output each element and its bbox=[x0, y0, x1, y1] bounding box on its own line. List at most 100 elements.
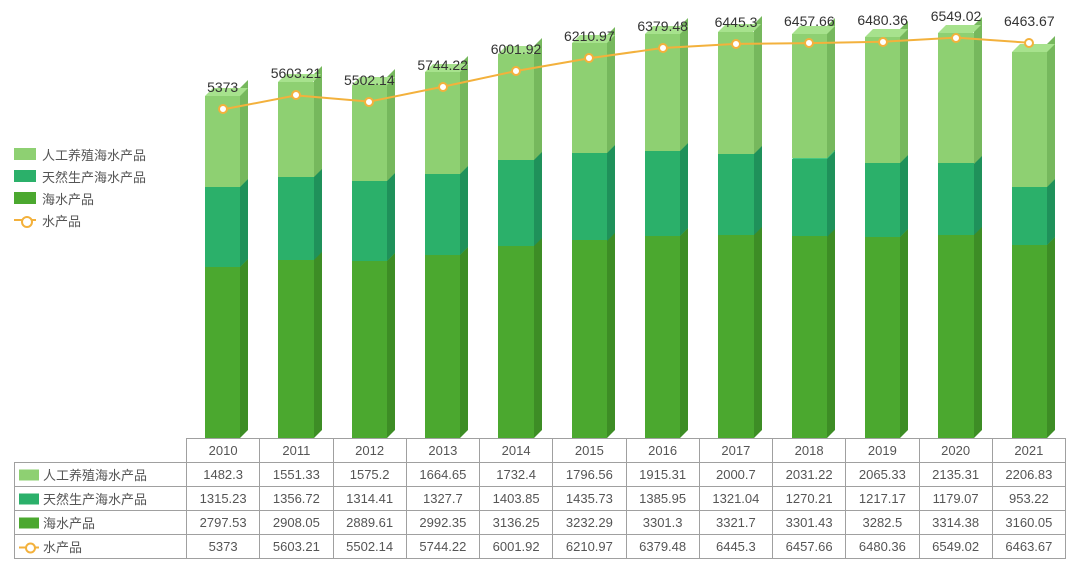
line-marker bbox=[511, 66, 521, 76]
line-marker bbox=[804, 38, 814, 48]
table-cell: 2889.61 bbox=[333, 511, 406, 535]
line-marker bbox=[1024, 38, 1034, 48]
table-cell: 1403.85 bbox=[480, 487, 553, 511]
table-cell: 2135.31 bbox=[919, 463, 992, 487]
legend-line-swatch bbox=[14, 214, 36, 226]
table-row: 海水产品2797.532908.052889.612992.353136.253… bbox=[15, 511, 1066, 535]
table-row: 天然生产海水产品1315.231356.721314.411327.71403.… bbox=[15, 487, 1066, 511]
legend-label: 海水产品 bbox=[42, 189, 94, 208]
table-cell: 3136.25 bbox=[480, 511, 553, 535]
table-cell: 2031.22 bbox=[773, 463, 846, 487]
table-cell: 1179.07 bbox=[919, 487, 992, 511]
legend-swatch bbox=[14, 170, 36, 182]
legend: 人工养殖海水产品 天然生产海水产品 海水产品 水产品 bbox=[14, 145, 146, 233]
line-marker bbox=[951, 33, 961, 43]
table-year-header: 2010 bbox=[187, 439, 260, 463]
table-cell: 3314.38 bbox=[919, 511, 992, 535]
table-cell: 5603.21 bbox=[260, 535, 333, 559]
legend-item: 天然生产海水产品 bbox=[14, 167, 146, 185]
line-marker bbox=[364, 97, 374, 107]
line-marker bbox=[438, 82, 448, 92]
legend-item: 海水产品 bbox=[14, 189, 146, 207]
legend-swatch bbox=[14, 148, 36, 160]
table-cell: 1385.95 bbox=[626, 487, 699, 511]
table-year-header: 2016 bbox=[626, 439, 699, 463]
table-cell: 3160.05 bbox=[992, 511, 1065, 535]
table-cell: 1796.56 bbox=[553, 463, 626, 487]
table-row-header: 天然生产海水产品 bbox=[15, 487, 187, 511]
line-marker bbox=[878, 37, 888, 47]
table-year-header: 2018 bbox=[773, 439, 846, 463]
table-cell: 1664.65 bbox=[406, 463, 479, 487]
line-marker bbox=[731, 39, 741, 49]
table-cell: 3321.7 bbox=[699, 511, 772, 535]
line-marker bbox=[218, 104, 228, 114]
table-row: 人工养殖海水产品1482.31551.331575.21664.651732.4… bbox=[15, 463, 1066, 487]
table-cell: 6210.97 bbox=[553, 535, 626, 559]
table-row-header: 人工养殖海水产品 bbox=[15, 463, 187, 487]
table-year-header: 2020 bbox=[919, 439, 992, 463]
table-cell: 2206.83 bbox=[992, 463, 1065, 487]
data-label: 5603.21 bbox=[271, 65, 322, 81]
table-cell: 6549.02 bbox=[919, 535, 992, 559]
table-cell: 2000.7 bbox=[699, 463, 772, 487]
table-cell: 5744.22 bbox=[406, 535, 479, 559]
table-cell: 3282.5 bbox=[846, 511, 919, 535]
table-cell: 1435.73 bbox=[553, 487, 626, 511]
legend-item: 人工养殖海水产品 bbox=[14, 145, 146, 163]
data-label: 6463.67 bbox=[1004, 13, 1055, 29]
legend-item: 水产品 bbox=[14, 211, 146, 229]
legend-label: 水产品 bbox=[42, 211, 81, 230]
table-cell: 3301.3 bbox=[626, 511, 699, 535]
table-year-header: 2017 bbox=[699, 439, 772, 463]
line-marker bbox=[584, 53, 594, 63]
table-year-header: 2011 bbox=[260, 439, 333, 463]
table-row: 水产品53735603.215502.145744.226001.926210.… bbox=[15, 535, 1066, 559]
data-label: 6457.66 bbox=[784, 13, 835, 29]
table-cell: 6463.67 bbox=[992, 535, 1065, 559]
table-cell: 6379.48 bbox=[626, 535, 699, 559]
line-marker bbox=[658, 43, 668, 53]
legend-label: 人工养殖海水产品 bbox=[42, 145, 146, 164]
table-cell: 1270.21 bbox=[773, 487, 846, 511]
legend-swatch bbox=[14, 192, 36, 204]
table-cell: 1915.31 bbox=[626, 463, 699, 487]
table-cell: 6445.3 bbox=[699, 535, 772, 559]
chart-plot-area: 53735603.215502.145744.226001.926210.976… bbox=[186, 10, 1066, 438]
table-cell: 6480.36 bbox=[846, 535, 919, 559]
data-label: 6001.92 bbox=[491, 41, 542, 57]
table-cell: 1482.3 bbox=[187, 463, 260, 487]
table-cell: 2992.35 bbox=[406, 511, 479, 535]
data-table: 2010201120122013201420152016201720182019… bbox=[14, 438, 1066, 559]
data-label: 6379.48 bbox=[637, 18, 688, 34]
data-label: 6210.97 bbox=[564, 28, 615, 44]
table-cell: 3301.43 bbox=[773, 511, 846, 535]
table-cell: 1732.4 bbox=[480, 463, 553, 487]
data-label: 6549.02 bbox=[931, 8, 982, 24]
table-row-header: 水产品 bbox=[15, 535, 187, 559]
data-label: 6480.36 bbox=[857, 12, 908, 28]
table-cell: 5373 bbox=[187, 535, 260, 559]
table-cell: 1321.04 bbox=[699, 487, 772, 511]
table-cell: 1315.23 bbox=[187, 487, 260, 511]
table-cell: 1551.33 bbox=[260, 463, 333, 487]
table-cell: 6001.92 bbox=[480, 535, 553, 559]
data-label: 5502.14 bbox=[344, 72, 395, 88]
table-cell: 2908.05 bbox=[260, 511, 333, 535]
table-cell: 1217.17 bbox=[846, 487, 919, 511]
table-cell: 953.22 bbox=[992, 487, 1065, 511]
table-cell: 6457.66 bbox=[773, 535, 846, 559]
table-cell: 1327.7 bbox=[406, 487, 479, 511]
line-marker bbox=[291, 90, 301, 100]
table-cell: 1356.72 bbox=[260, 487, 333, 511]
legend-label: 天然生产海水产品 bbox=[42, 167, 146, 186]
table-year-header: 2019 bbox=[846, 439, 919, 463]
table-year-header: 2012 bbox=[333, 439, 406, 463]
table-year-header: 2021 bbox=[992, 439, 1065, 463]
table-year-header: 2014 bbox=[480, 439, 553, 463]
table-cell: 5502.14 bbox=[333, 535, 406, 559]
table-year-header: 2015 bbox=[553, 439, 626, 463]
table-cell: 2797.53 bbox=[187, 511, 260, 535]
table-cell: 1575.2 bbox=[333, 463, 406, 487]
table-cell: 2065.33 bbox=[846, 463, 919, 487]
